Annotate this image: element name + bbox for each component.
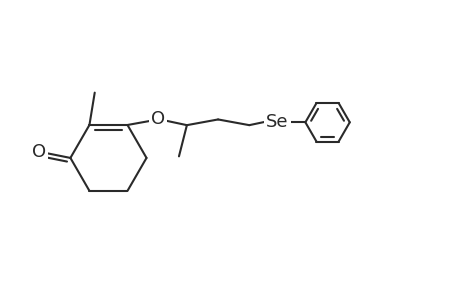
Text: O: O	[151, 110, 165, 128]
Text: O: O	[32, 142, 45, 160]
Text: Se: Se	[266, 113, 288, 131]
